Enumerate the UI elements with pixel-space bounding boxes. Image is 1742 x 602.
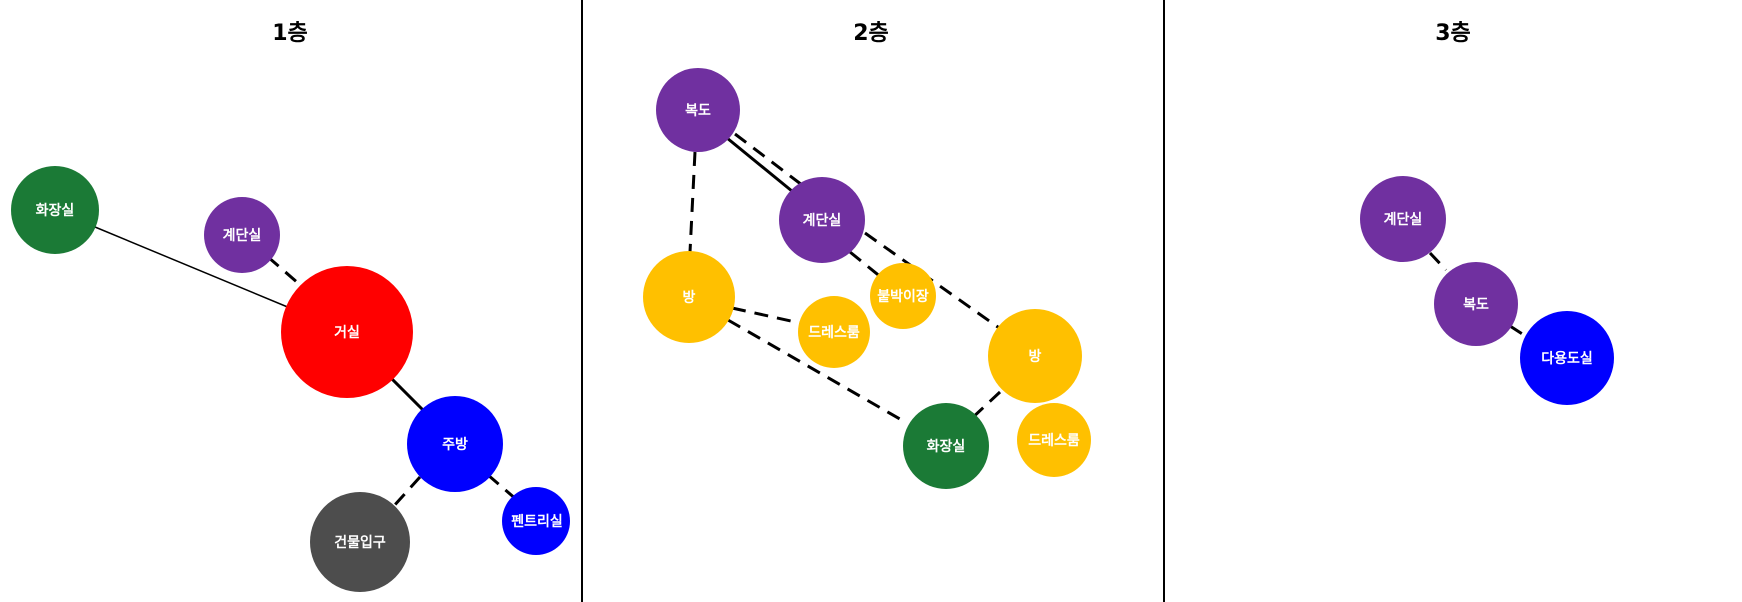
- node-stair-circle: [204, 197, 280, 273]
- node-bathroom: 화장실: [903, 403, 989, 489]
- node-corridor: 복도: [1434, 262, 1518, 346]
- node-bathroom-label: 화장실: [927, 438, 966, 455]
- edge-corridor-multipurpose: [1509, 324, 1528, 339]
- node-multipurpose: 다용도실: [1520, 311, 1614, 405]
- node-kitchen: 주방: [407, 396, 503, 492]
- node-stair-circle: [779, 177, 865, 263]
- node-dress-a: 드레스룸: [798, 296, 870, 368]
- node-room-a: 방: [643, 251, 735, 343]
- edge-corridor-stair-dashed: [734, 132, 807, 190]
- edge-kitchen-pantry: [487, 473, 518, 502]
- edge-corridor-room-a: [688, 151, 697, 253]
- node-stair: 계단실: [1360, 176, 1446, 262]
- node-dress-a-label: 드레스룸: [808, 325, 860, 341]
- node-dress-a-circle: [798, 296, 870, 368]
- floor-3-title: 3층: [1435, 21, 1471, 46]
- floor-1-title: 1층: [272, 21, 308, 46]
- node-bathroom-circle: [903, 403, 989, 489]
- floor-3-panel: 3층 계단실 복도 다용도실: [1360, 21, 1614, 405]
- node-corridor-circle: [656, 68, 740, 152]
- edge-stair-corridor: [1428, 251, 1448, 272]
- node-stair: 계단실: [204, 197, 280, 273]
- floor-2-panel: 2층 복도 계단실 방 붙박이장 드레스룸: [643, 21, 1091, 489]
- node-entrance-circle: [310, 492, 410, 592]
- node-kitchen-label: 주방: [442, 436, 468, 453]
- node-pantry-circle: [502, 487, 570, 555]
- node-entrance: 건물입구: [310, 492, 410, 592]
- node-closet-label: 붙박이장: [877, 288, 929, 305]
- node-pantry: 펜트리실: [502, 487, 570, 555]
- node-corridor-label: 복도: [1463, 297, 1489, 313]
- node-stair-circle: [1360, 176, 1446, 262]
- edge-kitchen-entrance: [390, 475, 422, 510]
- node-kitchen-circle: [407, 396, 503, 492]
- edge-room-a-bathroom: [727, 318, 906, 424]
- node-living-circle: [281, 266, 413, 398]
- node-room-b-circle: [988, 309, 1082, 403]
- node-stair: 계단실: [779, 177, 865, 263]
- floor-2-title: 2층: [853, 21, 889, 46]
- node-multipurpose-circle: [1520, 311, 1614, 405]
- node-living-label: 거실: [334, 325, 360, 341]
- edge-bathroom-living: [94, 226, 291, 309]
- node-dress-b-label: 드레스룸: [1028, 433, 1080, 449]
- edge-stair-closet: [849, 250, 883, 280]
- node-multipurpose-label: 다용도실: [1541, 351, 1593, 367]
- node-room-b: 방: [988, 309, 1082, 403]
- node-bathroom-circle: [11, 166, 99, 254]
- node-corridor-label: 복도: [685, 103, 711, 119]
- node-stair-label: 계단실: [1384, 211, 1423, 228]
- node-room-b-label: 방: [1029, 348, 1042, 365]
- node-entrance-label: 건물입구: [334, 534, 386, 551]
- floor-1-panel: 1층 화장실 계단실 거실 주방 건물입구 펜트리실: [11, 21, 570, 592]
- edge-stair-living: [267, 255, 299, 285]
- node-bathroom: 화장실: [11, 166, 99, 254]
- node-dress-b-circle: [1017, 403, 1091, 477]
- node-living: 거실: [281, 266, 413, 398]
- node-stair-label: 계단실: [803, 212, 842, 229]
- node-closet: 붙박이장: [870, 263, 936, 329]
- node-bathroom-label: 화장실: [36, 202, 75, 219]
- node-pantry-label: 펜트리실: [511, 514, 563, 530]
- node-dress-b: 드레스룸: [1017, 403, 1091, 477]
- node-room-a-circle: [643, 251, 735, 343]
- node-corridor-circle: [1434, 262, 1518, 346]
- node-room-a-label: 방: [683, 289, 696, 306]
- node-stair-label: 계단실: [223, 227, 262, 244]
- edge-room-a-dress-a: [731, 306, 801, 325]
- node-corridor: 복도: [656, 68, 740, 152]
- edge-stair-room-b: [864, 231, 1003, 332]
- node-closet-circle: [870, 263, 936, 329]
- edge-living-kitchen: [386, 373, 427, 414]
- edge-corridor-stair-solid: [726, 136, 799, 198]
